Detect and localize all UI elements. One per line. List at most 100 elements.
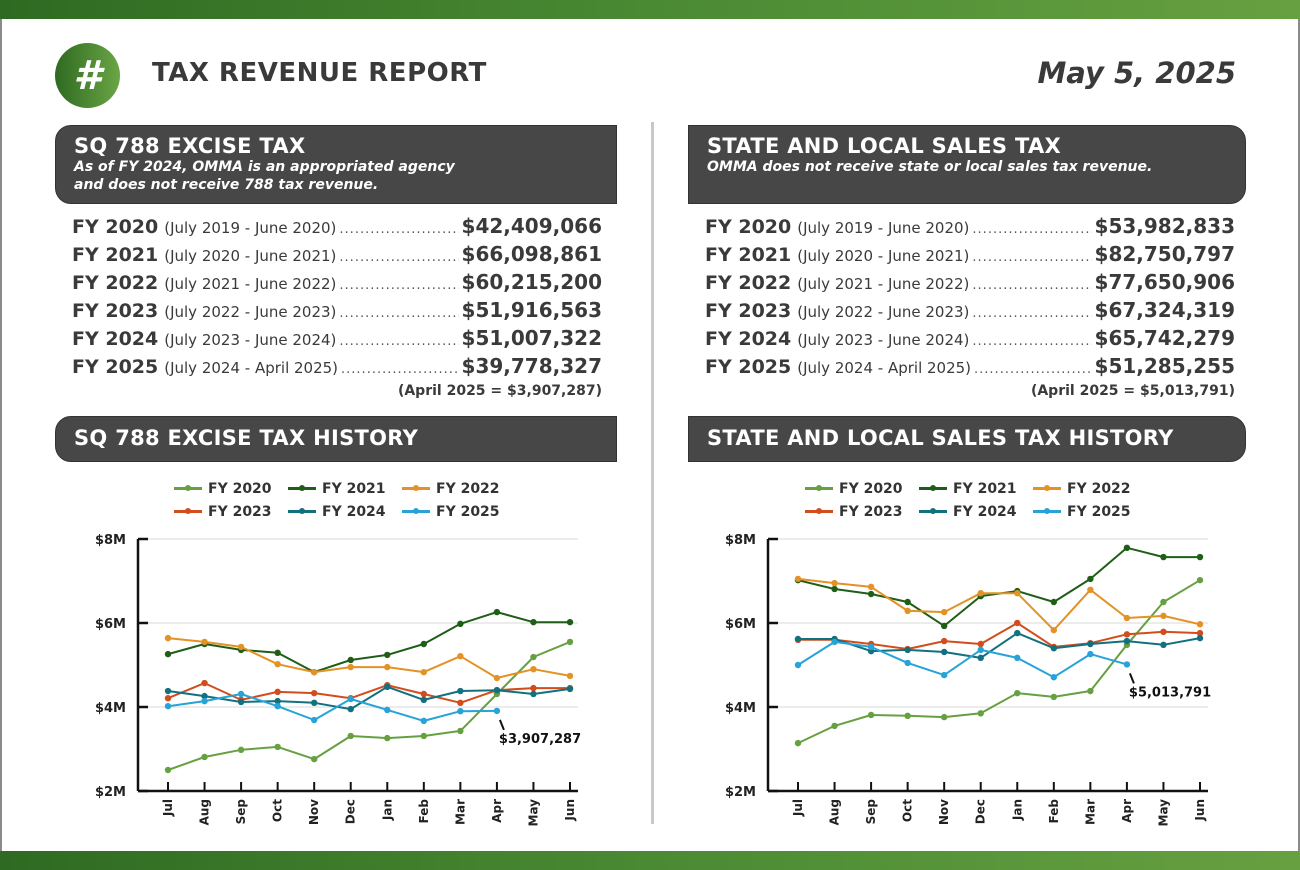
legend-swatch-icon bbox=[919, 485, 947, 491]
revenue-row: FY 2021 (July 2020 - June 2021) $66,098,86… bbox=[72, 242, 602, 270]
legend-swatch-icon bbox=[1033, 508, 1061, 514]
sales-chart-legend: FY 2020 FY 2021 FY 2022 FY 2023 FY 2024 FY 20… bbox=[805, 479, 1147, 521]
data-point bbox=[274, 743, 281, 751]
legend-swatch-icon bbox=[174, 485, 202, 491]
data-point bbox=[201, 692, 208, 700]
fiscal-range: (July 2021 - June 2022) bbox=[797, 275, 970, 293]
dot-leader bbox=[972, 278, 1091, 293]
data-point bbox=[237, 690, 245, 698]
data-point bbox=[310, 668, 318, 676]
fiscal-range: (July 2022 - June 2023) bbox=[797, 303, 970, 321]
data-point bbox=[493, 674, 501, 682]
legend-item: FY 2023 bbox=[174, 502, 288, 521]
data-point bbox=[530, 666, 537, 673]
data-point bbox=[384, 706, 391, 714]
data-point bbox=[164, 687, 172, 695]
revenue-amount: $39,778,327 bbox=[461, 354, 602, 378]
data-point bbox=[384, 651, 391, 659]
data-point bbox=[347, 705, 354, 713]
fiscal-year: FY 2023 bbox=[72, 300, 159, 322]
data-point bbox=[566, 618, 574, 626]
dot-leader bbox=[972, 334, 1091, 349]
data-point bbox=[164, 694, 172, 702]
x-tick-label: May bbox=[526, 799, 540, 827]
data-point bbox=[310, 699, 318, 706]
report-date: May 5, 2025 bbox=[1037, 56, 1236, 90]
fiscal-range: (July 2023 - June 2024) bbox=[797, 331, 970, 349]
revenue-amount: $51,916,563 bbox=[461, 298, 602, 322]
data-point bbox=[164, 702, 172, 710]
bottom-brand-bar bbox=[0, 851, 1300, 870]
data-point bbox=[420, 640, 428, 648]
fiscal-range: (July 2024 - April 2025) bbox=[797, 359, 972, 377]
fiscal-range: (July 2020 - June 2021) bbox=[797, 247, 970, 265]
data-point bbox=[457, 708, 464, 715]
x-tick-label: Jul bbox=[161, 799, 175, 817]
revenue-row: FY 2020 (July 2019 - June 2020) $53,982,83… bbox=[705, 214, 1235, 242]
revenue-row: FY 2022 (July 2021 - June 2022) $77,650,90… bbox=[705, 270, 1235, 298]
dot-leader bbox=[974, 362, 1092, 377]
data-point bbox=[384, 734, 391, 742]
data-point bbox=[420, 696, 428, 704]
legend-label: FY 2022 bbox=[1067, 480, 1131, 497]
annotation-leader bbox=[498, 719, 505, 731]
legend-label: FY 2021 bbox=[322, 480, 386, 497]
data-point bbox=[201, 638, 208, 646]
data-point bbox=[493, 687, 501, 694]
data-point bbox=[457, 687, 464, 695]
x-tick-label: Jan bbox=[380, 799, 394, 821]
legend-label: FY 2022 bbox=[436, 480, 500, 497]
revenue-amount: $42,409,066 bbox=[461, 214, 602, 238]
revenue-row: FY 2023 (July 2022 - June 2023) $67,324,31… bbox=[705, 298, 1235, 326]
dot-leader bbox=[972, 306, 1091, 321]
y-tick-label: $2M bbox=[95, 785, 126, 800]
excise-tax-subtitle-1: As of FY 2024, OMMA is an appropriated a… bbox=[74, 159, 455, 175]
revenue-row: FY 2025 (July 2024 - April 2025) $39,778,3… bbox=[72, 354, 602, 382]
data-point bbox=[201, 697, 208, 705]
data-point bbox=[493, 608, 501, 616]
fiscal-range: (July 2024 - April 2025) bbox=[164, 359, 339, 377]
data-point bbox=[274, 688, 281, 696]
x-tick-label: Jun bbox=[563, 799, 577, 822]
excise-tax-subtitle-2: and does not receive 788 tax revenue. bbox=[74, 177, 379, 193]
legend-label: FY 2020 bbox=[839, 480, 903, 497]
revenue-amount: $66,098,861 bbox=[461, 242, 602, 266]
fiscal-range: (July 2023 - June 2024) bbox=[164, 331, 337, 349]
data-point bbox=[420, 717, 428, 725]
excise-tax-header: SQ 788 EXCISE TAX As of FY 2024, OMMA is… bbox=[55, 125, 617, 204]
x-tick-label: Sep bbox=[234, 799, 248, 825]
annotation-label: $3,907,287 bbox=[499, 732, 581, 747]
revenue-amount: $67,324,319 bbox=[1094, 298, 1235, 322]
series-line-fy-2020 bbox=[167, 640, 571, 771]
data-point bbox=[457, 699, 464, 706]
fiscal-year: FY 2023 bbox=[705, 300, 792, 322]
top-brand-bar bbox=[0, 0, 1300, 19]
legend-swatch-icon bbox=[402, 508, 430, 514]
revenue-amount: $60,215,200 bbox=[461, 270, 602, 294]
revenue-amount: $53,982,833 bbox=[1094, 214, 1235, 238]
legend-item: FY 2024 bbox=[288, 502, 402, 521]
april-note: (April 2025 = $3,907,287) bbox=[397, 383, 602, 399]
revenue-amount: $82,750,797 bbox=[1094, 242, 1235, 266]
legend-swatch-icon bbox=[288, 485, 316, 491]
data-point bbox=[164, 634, 172, 642]
logo-glyph: # bbox=[73, 52, 102, 99]
fiscal-range: (July 2022 - June 2023) bbox=[164, 303, 337, 321]
data-point bbox=[274, 702, 281, 710]
revenue-row: FY 2020 (July 2019 - June 2020) $42,409,06… bbox=[72, 214, 602, 242]
revenue-row: FY 2021 (July 2020 - June 2021) $82,750,79… bbox=[705, 242, 1235, 270]
revenue-row: FY 2022 (July 2021 - June 2022) $60,215,20… bbox=[72, 270, 602, 298]
data-point bbox=[566, 638, 574, 646]
data-point bbox=[237, 746, 245, 754]
column-divider bbox=[651, 122, 654, 824]
fiscal-range: (July 2021 - June 2022) bbox=[164, 275, 337, 293]
legend-swatch-icon bbox=[805, 485, 833, 491]
data-point bbox=[310, 716, 318, 724]
data-point bbox=[347, 663, 354, 671]
y-tick-label: $4M bbox=[95, 701, 126, 716]
legend-label: FY 2020 bbox=[208, 480, 272, 497]
hash-logo-icon: # bbox=[55, 43, 120, 108]
excise-history-header: SQ 788 EXCISE TAX HISTORY bbox=[55, 416, 617, 462]
revenue-row: FY 2025 (July 2024 - April 2025) $51,285,2… bbox=[705, 354, 1235, 382]
legend-item: FY 2021 bbox=[919, 479, 1033, 498]
